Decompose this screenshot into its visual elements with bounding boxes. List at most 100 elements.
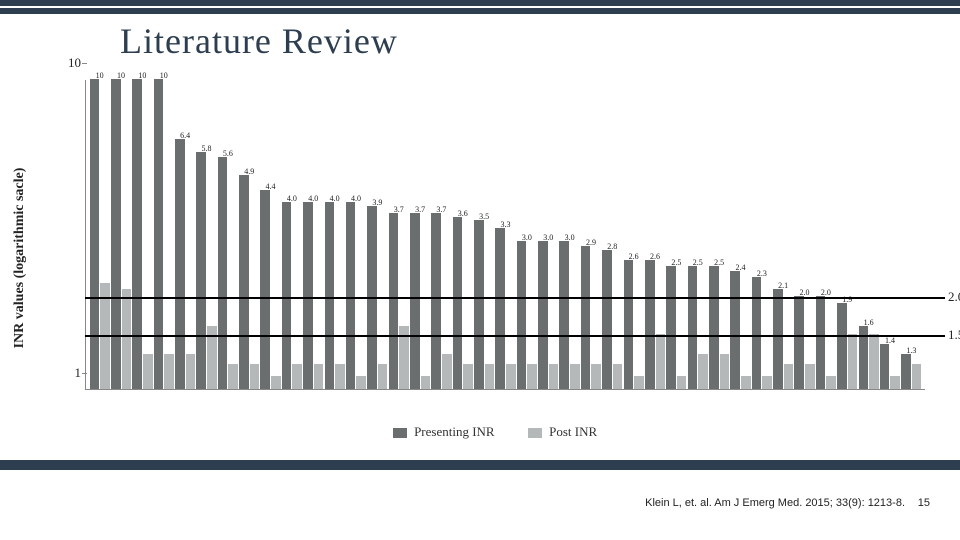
bar-value-label: 3.7 <box>388 206 409 214</box>
bar-group: 1.6 <box>858 80 879 389</box>
bar-value-label: 5.6 <box>217 150 238 158</box>
bar-group: 2.5 <box>687 80 708 389</box>
bar-value-label: 5.8 <box>196 145 217 153</box>
bar-group: 4.0 <box>303 80 324 389</box>
y-axis-label: INR values (logarithmic sacle) <box>12 167 28 348</box>
bar-post <box>784 364 794 389</box>
reference-line-label: 2.0 <box>948 289 960 305</box>
bar-presenting <box>880 344 890 389</box>
bar-value-label: 4.0 <box>281 195 302 203</box>
bar-group: 3.0 <box>516 80 537 389</box>
bar-group: 3.0 <box>559 80 580 389</box>
bar-presenting <box>410 213 420 389</box>
bar-value-label: 3.0 <box>538 234 559 242</box>
bar-presenting <box>132 79 142 389</box>
bar-post <box>356 376 366 389</box>
bar-presenting <box>559 241 569 389</box>
bar-value-label: 4.0 <box>303 195 324 203</box>
legend-swatch-presenting <box>393 428 407 438</box>
bar-group: 5.6 <box>217 80 238 389</box>
bar-value-label: 10 <box>89 72 110 80</box>
bar-presenting <box>538 241 548 389</box>
bar-value-label: 4.9 <box>239 168 260 176</box>
bar-presenting <box>453 217 463 389</box>
bar-group: 6.4 <box>174 80 195 389</box>
bar-post <box>826 376 836 389</box>
bar-presenting <box>602 250 612 389</box>
bar-post <box>314 364 324 389</box>
inr-chart: INR values (logarithmic sacle) 101010106… <box>30 75 930 440</box>
bar-group: 2.4 <box>730 80 751 389</box>
bar-group: 2.8 <box>602 80 623 389</box>
bar-value-label: 1.3 <box>901 347 922 355</box>
bar-group: 2.6 <box>644 80 665 389</box>
bar-value-label: 2.1 <box>773 282 794 290</box>
bar-container: 101010106.45.85.64.94.44.04.04.04.03.93.… <box>86 80 925 389</box>
bar-group: 2.6 <box>623 80 644 389</box>
bar-value-label: 3.7 <box>431 206 452 214</box>
bar-group: 2.0 <box>794 80 815 389</box>
page-title: Literature Review <box>120 20 398 62</box>
bar-post <box>613 364 623 389</box>
bar-group: 2.5 <box>708 80 729 389</box>
bar-value-label: 3.0 <box>516 234 537 242</box>
bar-group: 3.7 <box>409 80 430 389</box>
bar-presenting <box>773 289 783 389</box>
bar-presenting <box>666 266 676 389</box>
bar-group: 4.9 <box>239 80 260 389</box>
reference-line <box>85 335 945 337</box>
reference-line-label: 1.5 <box>948 327 960 343</box>
bar-presenting <box>688 266 698 389</box>
bar-value-label: 2.5 <box>687 259 708 267</box>
bar-group: 2.9 <box>580 80 601 389</box>
bar-group: 2.5 <box>666 80 687 389</box>
y-tick: 1 <box>56 365 81 381</box>
legend-swatch-post <box>528 428 542 438</box>
bar-post <box>122 289 132 389</box>
bar-group: 5.8 <box>196 80 217 389</box>
bar-value-label: 10 <box>110 72 131 80</box>
bar-post <box>442 354 452 389</box>
bar-value-label: 2.4 <box>730 264 751 272</box>
bar-presenting <box>816 296 826 389</box>
bar-value-label: 6.4 <box>174 132 195 140</box>
bar-post <box>570 364 580 389</box>
bar-value-label: 2.8 <box>602 243 623 251</box>
bar-post <box>591 364 601 389</box>
bar-group: 10 <box>132 80 153 389</box>
bar-group: 2.1 <box>773 80 794 389</box>
bar-value-label: 2.5 <box>666 259 687 267</box>
bar-value-label: 3.7 <box>409 206 430 214</box>
bar-group: 2.3 <box>751 80 772 389</box>
bar-post <box>485 364 495 389</box>
bar-group: 3.5 <box>473 80 494 389</box>
bar-value-label: 2.0 <box>794 289 815 297</box>
bar-value-label: 1.4 <box>879 337 900 345</box>
bar-presenting <box>260 190 270 389</box>
bar-value-label: 1.6 <box>858 319 879 327</box>
bar-presenting <box>154 79 164 389</box>
bar-value-label: 2.9 <box>580 239 601 247</box>
legend-label-presenting: Presenting INR <box>414 424 495 439</box>
bar-presenting <box>645 260 655 389</box>
bar-value-label: 10 <box>132 72 153 80</box>
y-tick: 10 <box>56 55 81 71</box>
bar-presenting <box>90 79 100 389</box>
bar-post <box>527 364 537 389</box>
legend-label-post: Post INR <box>549 424 597 439</box>
bar-group: 3.7 <box>431 80 452 389</box>
bar-post <box>805 364 815 389</box>
bar-group: 3.0 <box>538 80 559 389</box>
bar-post <box>228 364 238 389</box>
bar-post <box>741 376 751 389</box>
bar-post <box>271 376 281 389</box>
bar-value-label: 4.0 <box>345 195 366 203</box>
bar-group: 3.7 <box>388 80 409 389</box>
bar-presenting <box>239 175 249 389</box>
bar-post <box>421 376 431 389</box>
bar-post <box>378 364 388 389</box>
bar-presenting <box>389 213 399 389</box>
bar-post <box>677 376 687 389</box>
bar-presenting <box>794 296 804 389</box>
footer-divider <box>0 460 960 470</box>
